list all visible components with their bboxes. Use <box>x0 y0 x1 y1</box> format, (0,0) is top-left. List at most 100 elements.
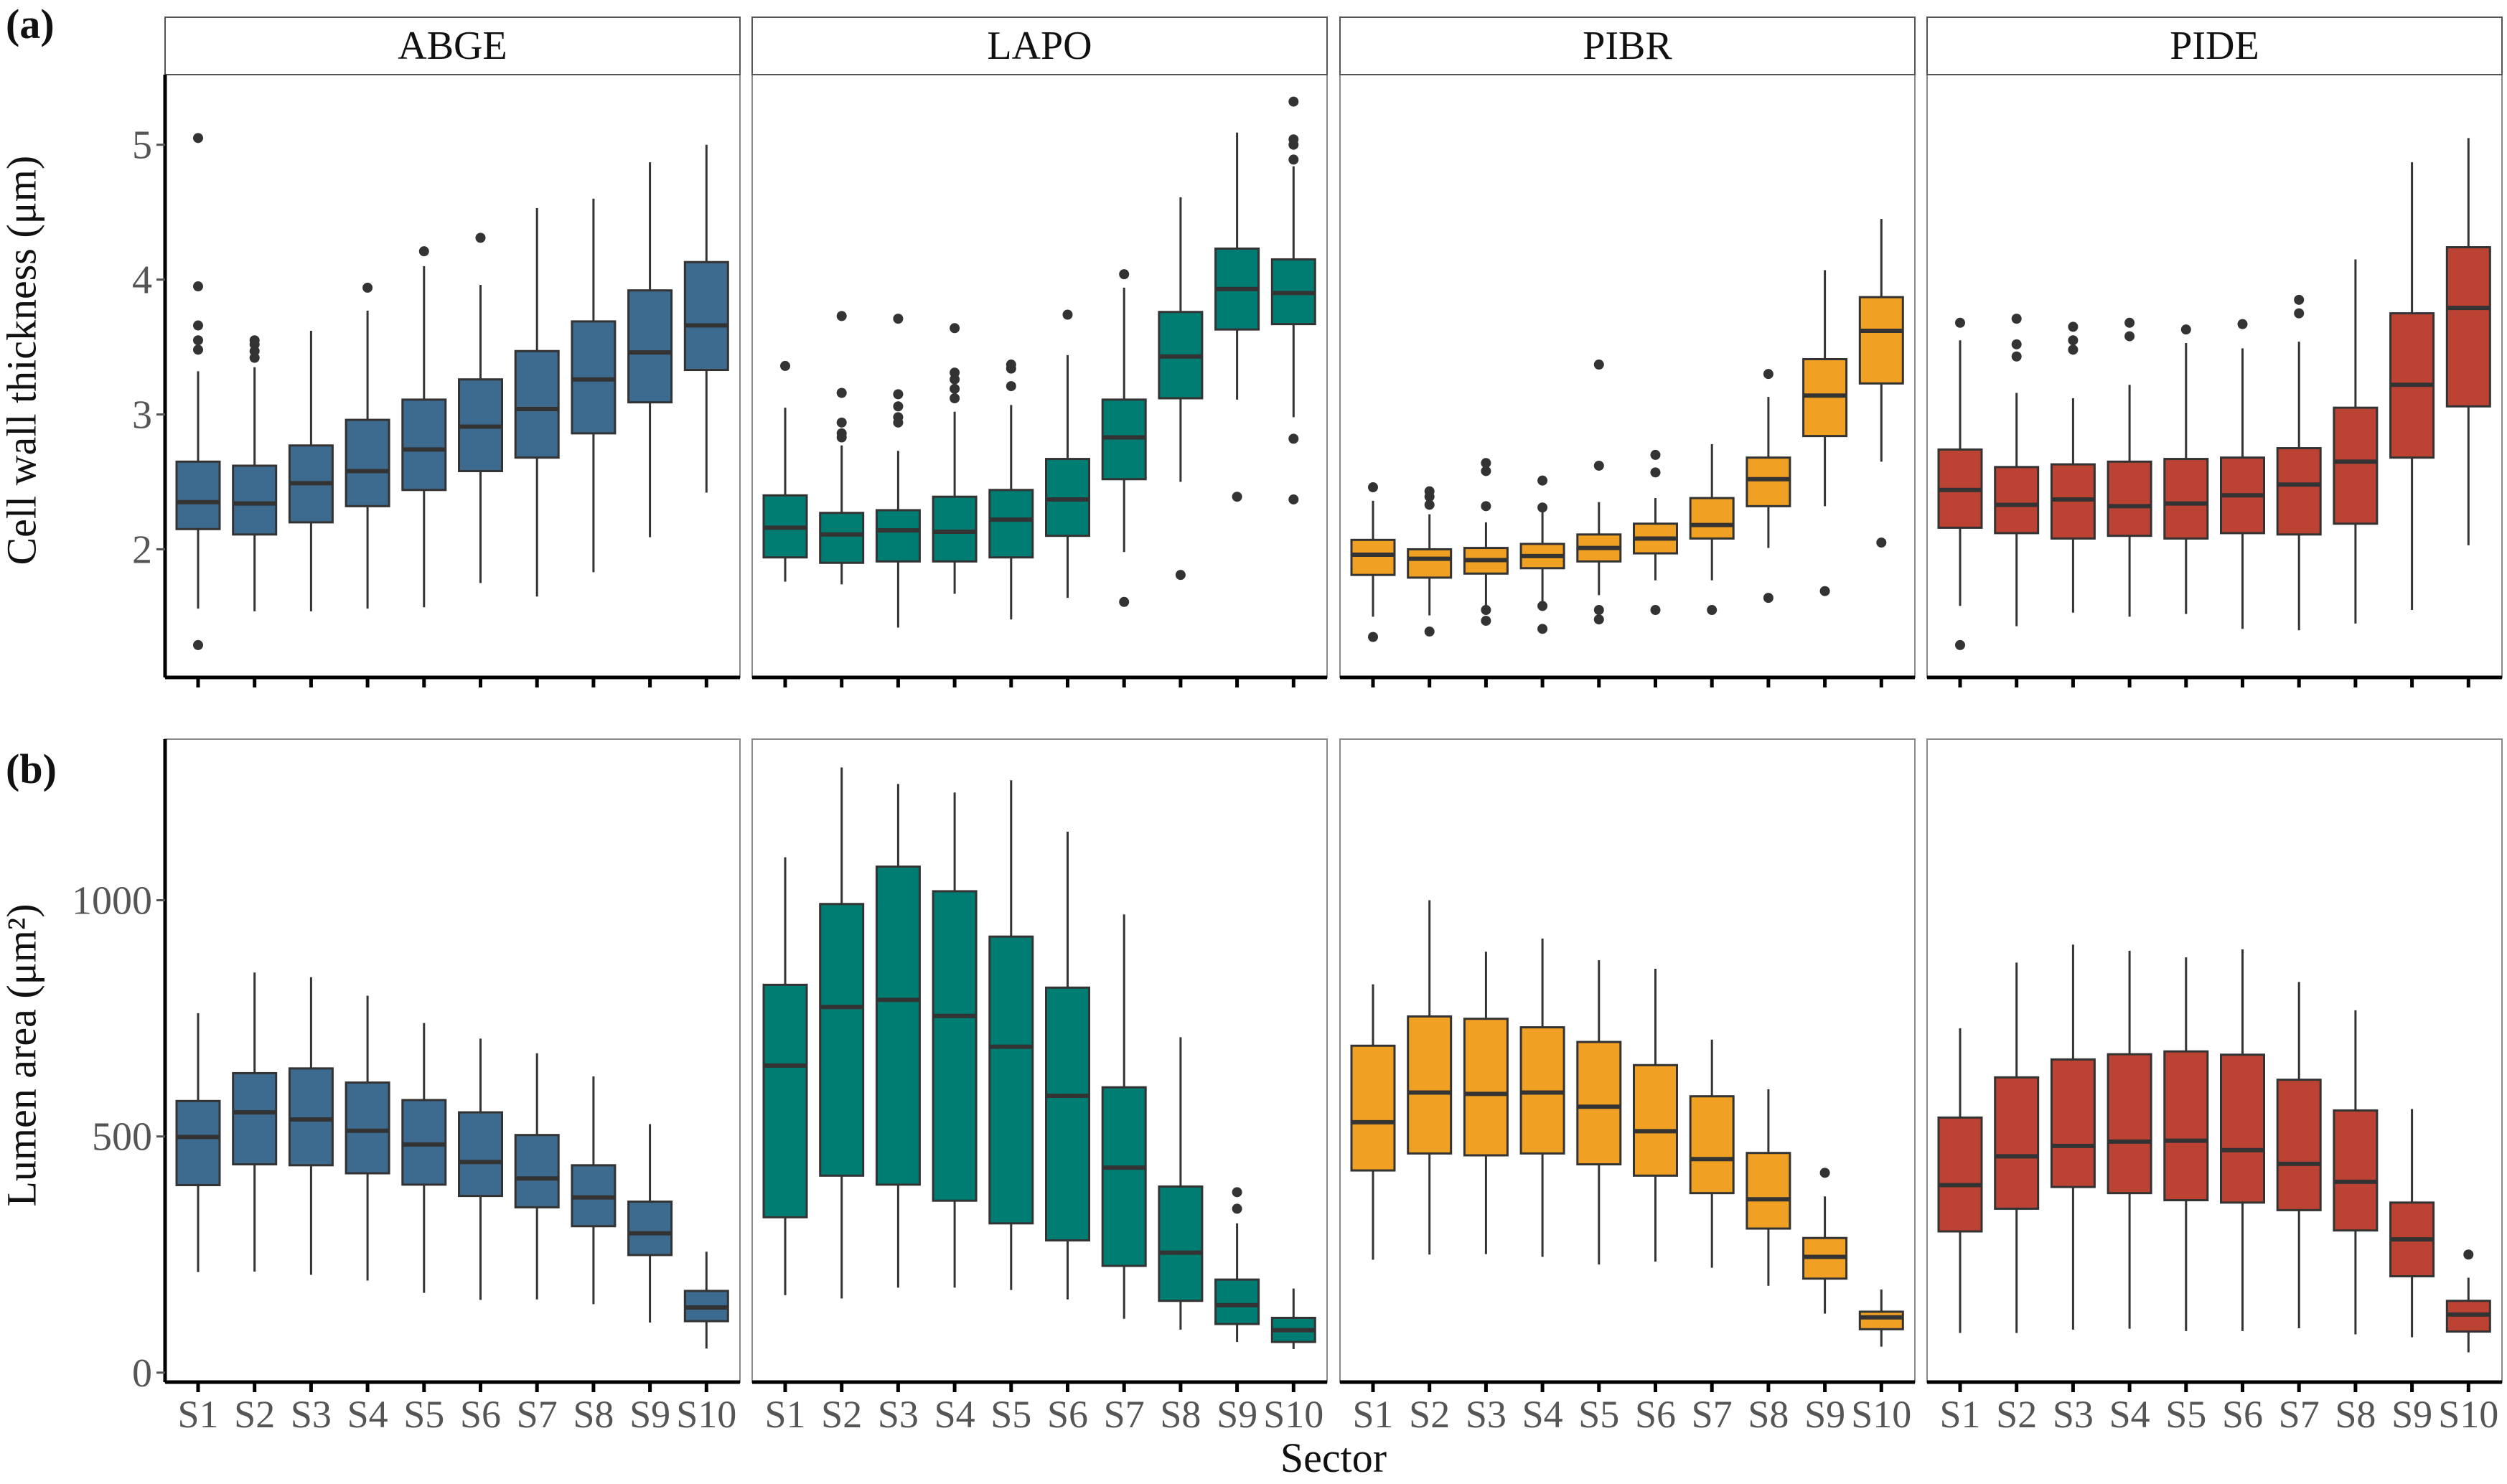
outlier-point <box>1593 614 1604 625</box>
x-tick-label: S1 <box>1352 1393 1393 1436</box>
outlier-point <box>2011 314 2022 324</box>
box-abge-s5 <box>401 398 447 492</box>
outlier-point <box>950 323 960 334</box>
box-pide-s5 <box>2163 1050 2209 1202</box>
outlier-point <box>1119 269 1130 280</box>
outlier-point <box>1288 494 1299 504</box>
box-pide-s7 <box>2276 1079 2322 1211</box>
x-tick-label: S4 <box>2109 1393 2150 1436</box>
y-tick-label: 1000 <box>72 878 152 923</box>
box-pide-s2 <box>1994 466 2040 535</box>
outlier-point <box>1819 1168 1830 1178</box>
outlier-point <box>2294 308 2305 319</box>
outlier-point <box>1650 449 1661 460</box>
box-pide-s6 <box>2220 1053 2265 1204</box>
box-lapo-s2 <box>819 512 865 564</box>
outlier-point <box>1650 605 1661 616</box>
box-abge-s9 <box>627 289 673 404</box>
outlier-point <box>362 282 373 293</box>
box-abge-s7 <box>514 1134 560 1208</box>
outlier-point <box>2011 351 2022 362</box>
x-tick-label: S4 <box>347 1393 388 1436</box>
outlier-point <box>1481 616 1491 626</box>
x-tick-label: S4 <box>1522 1393 1563 1436</box>
outlier-point <box>2124 331 2135 342</box>
box-abge-s10 <box>683 260 729 372</box>
box-lapo-s4 <box>932 890 978 1202</box>
box-pibr-s10 <box>1858 296 1904 385</box>
x-tick-label: S9 <box>1804 1393 1845 1436</box>
outlier-point <box>2237 319 2248 329</box>
outlier-point <box>1707 605 1718 616</box>
x-tick-label: S6 <box>460 1393 501 1436</box>
x-tick-label: S2 <box>1996 1393 2037 1436</box>
x-tick-label: S8 <box>2335 1393 2376 1436</box>
box-pide-s1 <box>1937 1116 1983 1233</box>
panel-label-b: (b) <box>6 746 57 792</box>
outlier-point <box>1288 96 1299 107</box>
outlier-point <box>2463 1249 2474 1260</box>
facet-strip-pide <box>1926 17 2503 75</box>
outlier-point <box>950 383 960 394</box>
facet-strip-abge <box>164 17 741 75</box>
outlier-point <box>193 335 203 346</box>
facet-strip-lapo <box>751 17 1328 75</box>
outlier-point <box>2068 344 2079 355</box>
panel-frame-pide-b <box>1926 738 2503 1383</box>
box-lapo-s8 <box>1158 1185 1204 1302</box>
x-tick-label: S5 <box>1578 1393 1619 1436</box>
x-tick-label: S2 <box>1409 1393 1450 1436</box>
x-tick-label: S2 <box>821 1393 862 1436</box>
outlier-point <box>780 360 790 371</box>
facet-label-pide: PIDE <box>2170 24 2259 68</box>
outlier-point <box>950 393 960 404</box>
box-abge-s2 <box>232 464 278 536</box>
box-lapo-s5 <box>988 489 1034 559</box>
box-lapo-s6 <box>1045 986 1090 1241</box>
panel-frame-lapo-a <box>751 74 1328 678</box>
box-lapo-s5 <box>988 935 1034 1225</box>
box-lapo-s3 <box>875 865 921 1186</box>
outlier-point <box>1955 317 1965 328</box>
outlier-point <box>418 246 429 257</box>
x-tick-label: S10 <box>2438 1393 2498 1436</box>
x-tick-label: S5 <box>990 1393 1031 1436</box>
y-tick-label: 2 <box>132 527 152 572</box>
outlier-point <box>836 388 847 398</box>
x-tick-label: S7 <box>517 1393 558 1436</box>
outlier-point <box>2180 324 2191 335</box>
box-lapo-s2 <box>819 903 865 1177</box>
outlier-point <box>475 233 486 243</box>
box-pibr-s7 <box>1689 497 1735 540</box>
outlier-point <box>1288 154 1299 165</box>
x-tick-label: S10 <box>1851 1393 1911 1436</box>
outlier-point <box>2068 321 2079 332</box>
x-tick-label: S6 <box>1047 1393 1088 1436</box>
panel-frame-abge-b <box>164 738 741 1383</box>
x-tick-label: S9 <box>629 1393 670 1436</box>
outlier-point <box>1175 570 1186 581</box>
box-pibr-s8 <box>1745 1152 1791 1230</box>
box-abge-s2 <box>232 1071 278 1166</box>
outlier-point <box>950 374 960 385</box>
outlier-point <box>1763 593 1773 604</box>
x-tick-label: S10 <box>1263 1393 1323 1436</box>
outlier-point <box>1006 363 1016 374</box>
outlier-point <box>1232 492 1242 502</box>
box-pide-s2 <box>1994 1076 2040 1210</box>
outlier-point <box>249 335 260 346</box>
outlier-point <box>1424 626 1435 637</box>
outlier-point <box>1763 369 1773 380</box>
x-tick-label: S7 <box>1104 1393 1145 1436</box>
box-abge-s1 <box>175 1099 221 1186</box>
outlier-point <box>1481 501 1491 512</box>
outlier-point <box>893 314 904 324</box>
outlier-point <box>1368 631 1378 642</box>
outlier-point <box>1368 482 1378 493</box>
panel-label-a: (a) <box>6 1 55 47</box>
x-tick-label: S3 <box>291 1393 332 1436</box>
box-lapo-s1 <box>762 983 808 1218</box>
x-tick-label: S7 <box>1692 1393 1733 1436</box>
outlier-point <box>1593 605 1604 616</box>
box-pibr-s3 <box>1463 1018 1509 1157</box>
